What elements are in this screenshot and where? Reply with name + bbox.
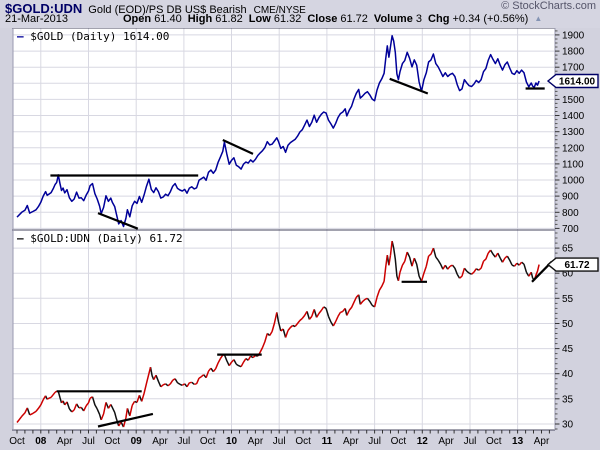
up-triangle-icon: ▲ — [534, 14, 543, 23]
x-axis-tick-label: 12 — [417, 436, 429, 447]
x-axis-tick-label: Apr — [57, 436, 73, 447]
quote-open: Open 61.40 — [123, 13, 182, 25]
quote-row: 21-Mar-2013 Open 61.40 High 61.82 Low 61.32… — [5, 13, 596, 27]
y-axis-tick-label: 1200 — [562, 143, 585, 154]
y-axis-tick-label: 65 — [562, 244, 574, 255]
x-axis-tick-label: Jul — [82, 436, 95, 447]
x-axis-tick-label: Oct — [391, 436, 407, 447]
x-axis-tick-label: Apr — [534, 436, 550, 447]
chart-header: © StockCharts.com $GOLD:UDN Gold (EOD)/PS… — [0, 0, 600, 28]
x-axis-tick-label: Oct — [486, 436, 502, 447]
x-axis-tick-label: Jul — [273, 436, 286, 447]
x-axis-tick-label: 10 — [226, 436, 238, 447]
y-axis-tick-label: 1900 — [562, 30, 585, 41]
top-price-callout — [546, 73, 599, 89]
trendline-annotation — [97, 412, 154, 428]
x-axis-tick-label: Oct — [9, 436, 25, 447]
y-axis-tick-label: 1500 — [562, 95, 585, 106]
x-axis-tick-label: 13 — [512, 436, 524, 447]
bottom-legend: — $GOLD:UDN (Daily) 61.72 — [17, 232, 183, 245]
x-axis-tick-label: 08 — [35, 436, 47, 447]
quote-low: Low 61.32 — [248, 13, 302, 25]
quote-date: 21-Mar-2013 — [5, 13, 68, 25]
x-axis-tick-label: Oct — [105, 436, 121, 447]
top-legend: — $GOLD (Daily) 1614.00 — [17, 30, 169, 43]
trendline-annotation — [222, 139, 254, 155]
y-axis-tick-label: 50 — [562, 319, 574, 330]
x-axis-tick-label: Apr — [152, 436, 168, 447]
y-axis-tick-label: 55 — [562, 294, 574, 305]
quote-close: Close 61.72 — [307, 13, 368, 25]
y-axis-tick-label: 1400 — [562, 111, 585, 122]
top-panel-bg — [13, 28, 555, 230]
header-title-row: © StockCharts.com $GOLD:UDN Gold (EOD)/PS… — [5, 0, 596, 16]
x-axis-tick-label: Apr — [343, 436, 359, 447]
top-price-callout-label: 1614.00 — [559, 77, 596, 88]
x-axis-tick-label: Jul — [368, 436, 381, 447]
y-axis-tick-label: 1700 — [562, 63, 585, 74]
gold-price-line — [16, 34, 540, 228]
y-axis-tick-label: 700 — [562, 224, 579, 235]
y-axis-tick-label: 60 — [562, 269, 574, 280]
trendline-annotation — [389, 77, 429, 95]
symbol: $GOLD:UDN — [5, 1, 83, 16]
exchange: CME/NYSE — [253, 5, 306, 16]
bottom-price-callout-label: 61.72 — [564, 260, 589, 271]
x-axis-tick-label: Jul — [178, 436, 191, 447]
bottom-price-callout — [546, 257, 599, 272]
quote-high: High 61.82 — [187, 13, 243, 25]
quote-volume: Volume 3 — [373, 13, 423, 25]
symbol-description: Gold (EOD)/PS DB US$ Bearish — [88, 4, 247, 16]
x-axis-tick-label: 09 — [131, 436, 143, 447]
y-axis-tick-label: 1000 — [562, 176, 585, 187]
copyright: © StockCharts.com — [501, 0, 596, 12]
trendline-annotation — [97, 212, 139, 230]
x-axis-tick-label: Oct — [200, 436, 216, 447]
x-axis-tick-label: Jul — [464, 436, 477, 447]
y-axis-tick-label: 1300 — [562, 127, 585, 138]
y-axis-tick-label: 1100 — [562, 159, 584, 170]
chart-area: 7008009001000110012001300140015001600170… — [9, 28, 599, 447]
y-axis-tick-label: 45 — [562, 344, 574, 355]
y-axis-tick-label: 800 — [562, 208, 579, 219]
x-axis-tick-label: 11 — [322, 436, 333, 447]
ratio-price-line-down — [26, 240, 535, 428]
y-axis-tick-label: 900 — [562, 192, 579, 203]
x-axis-tick-label: Apr — [248, 436, 264, 447]
quote-change: Chg +0.34 (+0.56%) — [428, 13, 529, 25]
y-axis-tick-label: 30 — [562, 420, 574, 431]
x-axis-tick-label: Oct — [295, 436, 311, 447]
x-axis-tick-label: Apr — [438, 436, 454, 447]
y-axis-tick-label: 40 — [562, 369, 574, 380]
y-axis-tick-label: 1800 — [562, 47, 585, 58]
y-axis-tick-label: 35 — [562, 394, 574, 405]
